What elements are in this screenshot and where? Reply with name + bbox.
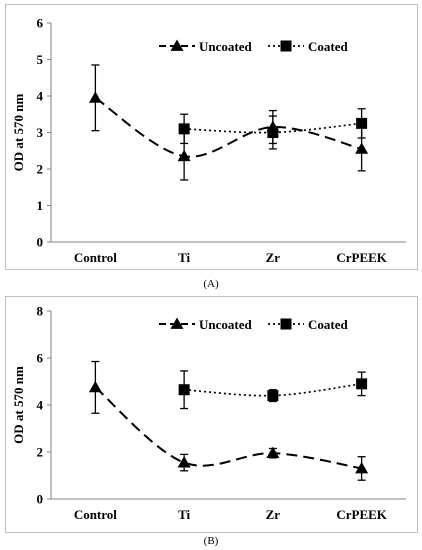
charta-x-tick-label: CrPEEK	[336, 250, 387, 265]
charta-y-tick-label: 3	[37, 125, 44, 140]
chartb-coated-point	[267, 390, 279, 402]
charta-coated-line	[184, 122, 362, 134]
charta-legend-coated-marker	[280, 40, 292, 52]
charta-y-tick-label: 6	[37, 16, 44, 31]
chartb-uncoated-point	[355, 461, 369, 474]
chart-b-svg: 0 2 4 6 8 Control Ti Zr CrPEEK OD at 570 nm Uncoat…	[11, 304, 406, 522]
chart-panel-a: 0 1 2 3 4 5 6 Control Ti Zr CrPEEK OD at 570 nm Unco…	[5, 4, 418, 270]
chartb-x-tick-label: Control	[74, 507, 117, 522]
charta-x-tick-label: Zr	[266, 250, 281, 265]
chartb-x-tick-label: Zr	[266, 507, 281, 522]
chartb-y-tick-label: 2	[37, 445, 44, 460]
charta-y-tick-label: 2	[37, 162, 44, 177]
chartb-coated-line	[184, 383, 362, 397]
charta-legend-uncoated-marker	[170, 39, 184, 51]
charta-uncoated-point	[177, 149, 191, 162]
charta-y-tick-label: 5	[37, 52, 44, 67]
chartb-y-tick-label: 6	[37, 351, 44, 366]
charta-legend-coated-label: Coated	[308, 39, 348, 54]
chartb-x-tick-label: Ti	[178, 507, 190, 522]
charta-coated-point	[178, 123, 190, 135]
chartb-coated-point	[356, 378, 368, 390]
charta-y-tick-label: 0	[37, 235, 44, 250]
chartb-y-axis-label: OD at 570 nm	[11, 366, 26, 444]
chartb-legend-coated-label: Coated	[308, 317, 348, 332]
panel-b-caption: (B)	[203, 535, 219, 547]
charta-y-tick-label: 4	[37, 89, 44, 104]
charta-y-tick-label: 1	[37, 198, 44, 213]
charta-coated-point	[356, 117, 368, 129]
chartb-uncoated-point	[266, 446, 280, 459]
charta-uncoated-point	[88, 91, 102, 103]
chartb-y-tick-label: 0	[37, 492, 44, 507]
charta-y-axis-label: OD at 570 nm	[11, 94, 26, 172]
charta-coated-point	[267, 127, 279, 138]
charta-x-tick-label: Control	[74, 250, 117, 265]
chartb-legend-uncoated-label: Uncoated	[199, 317, 252, 332]
chartb-y-tick-label: 8	[37, 304, 44, 319]
panel-a-caption: (A)	[203, 278, 219, 290]
chartb-legend-uncoated-marker	[170, 317, 184, 329]
charta-uncoated-line	[94, 96, 362, 158]
chartb-legend-coated-marker	[280, 318, 292, 330]
charta-uncoated-point	[355, 142, 369, 154]
chartb-uncoated-point	[177, 456, 191, 468]
charta-legend-uncoated-label: Uncoated	[199, 39, 252, 54]
chartb-x-tick-label: CrPEEK	[336, 507, 387, 522]
chart-panel-b: 0 2 4 6 8 Control Ti Zr CrPEEK OD at 570 nm Uncoat…	[5, 296, 418, 533]
chart-a-svg: 0 1 2 3 4 5 6 Control Ti Zr CrPEEK OD at 570 nm Unco…	[11, 16, 406, 265]
charta-x-tick-label: Ti	[178, 250, 190, 265]
chartb-coated-point	[178, 384, 190, 396]
chartb-uncoated-line	[94, 386, 362, 470]
chartb-y-tick-label: 4	[37, 398, 44, 413]
chartb-uncoated-point	[88, 380, 102, 393]
